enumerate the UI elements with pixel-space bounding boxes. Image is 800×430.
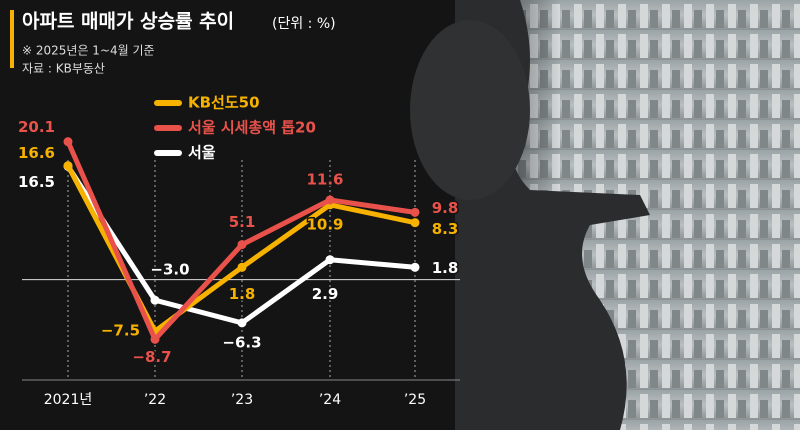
x-tick-label: ’24 xyxy=(319,392,341,408)
data-point xyxy=(237,262,247,272)
data-point xyxy=(150,334,160,344)
data-point xyxy=(63,161,73,171)
source: 자료 : KB부동산 xyxy=(22,62,105,76)
chart-title: 아파트 매매가 상승률 추이 xyxy=(22,11,234,33)
data-label: 16.6 xyxy=(18,144,55,162)
data-label: 1.8 xyxy=(432,259,459,277)
x-tick-label: 2021년 xyxy=(44,392,93,408)
data-label: 1.8 xyxy=(229,285,256,303)
data-label: −8.7 xyxy=(132,348,171,366)
chart-subtitle: (단위 : %) xyxy=(272,16,336,32)
data-point xyxy=(325,255,335,265)
legend-label: 서울 시세총액 톱20 xyxy=(188,119,316,137)
data-label: 16.5 xyxy=(18,173,55,191)
data-point xyxy=(325,195,335,205)
data-point xyxy=(410,207,420,217)
data-point xyxy=(150,295,160,305)
note: ※ 2025년은 1~4월 기준 xyxy=(22,44,155,58)
legend-label: 서울 xyxy=(188,144,216,162)
x-tick-label: ’23 xyxy=(231,392,253,408)
data-label: 5.1 xyxy=(229,213,256,231)
data-label: −6.3 xyxy=(222,333,261,351)
data-point xyxy=(237,318,247,328)
data-label: 8.3 xyxy=(432,220,459,238)
data-label: −7.5 xyxy=(101,322,140,340)
data-point xyxy=(63,137,73,147)
data-point xyxy=(410,218,420,228)
data-label: 20.1 xyxy=(18,118,55,136)
data-point xyxy=(410,262,420,272)
data-label: 9.8 xyxy=(432,199,459,217)
data-label: 2.9 xyxy=(312,285,339,303)
title-bar xyxy=(10,10,14,68)
legend-label: KB선도50 xyxy=(188,94,260,112)
data-label: −3.0 xyxy=(150,261,189,279)
data-label: 11.6 xyxy=(306,170,343,188)
x-tick-label: ’25 xyxy=(404,392,426,408)
data-label: 10.9 xyxy=(306,215,343,233)
x-tick-label: ’22 xyxy=(144,392,166,408)
data-point xyxy=(237,240,247,250)
